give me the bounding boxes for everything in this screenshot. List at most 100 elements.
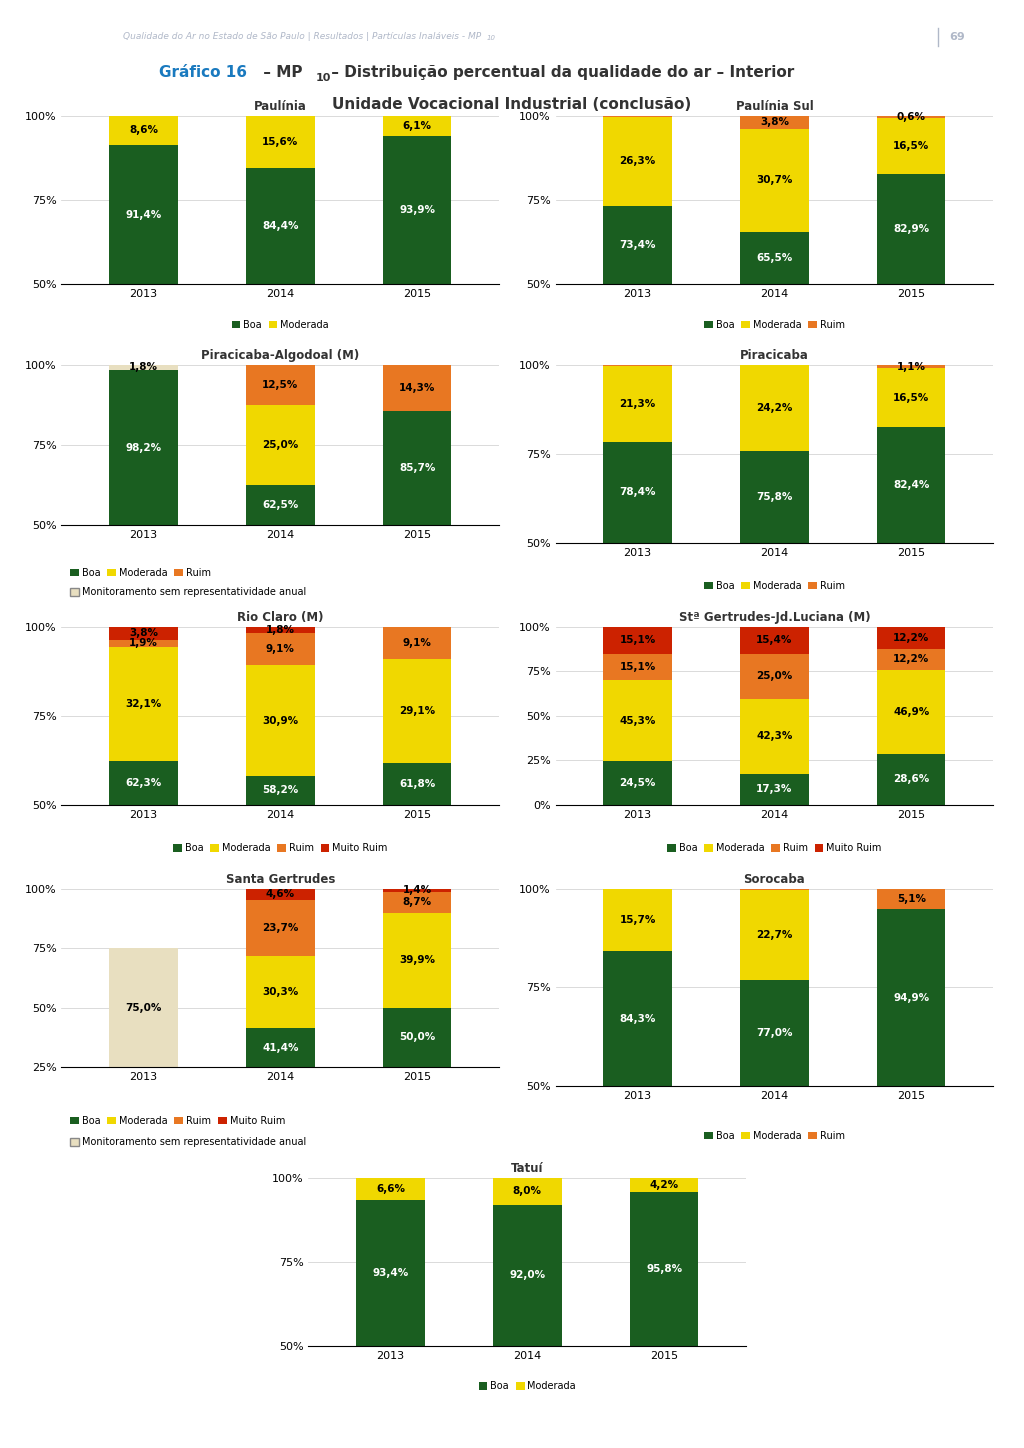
- Text: 41,4%: 41,4%: [262, 1043, 299, 1053]
- Bar: [630, 1177, 698, 1192]
- Text: Unidade Vocacional Industrial (conclusão): Unidade Vocacional Industrial (conclusão…: [333, 97, 691, 111]
- Bar: [383, 116, 452, 136]
- Bar: [877, 627, 945, 649]
- Bar: [383, 763, 452, 983]
- Bar: [603, 442, 672, 721]
- Text: 75,8%: 75,8%: [756, 492, 793, 502]
- Text: 1,8%: 1,8%: [129, 362, 158, 372]
- Bar: [740, 891, 809, 980]
- Bar: [356, 1200, 425, 1448]
- Text: Qualidade do Ar no Estado de São Paulo | Resultados | Partículas Inaláveis - MP: Qualidade do Ar no Estado de São Paulo |…: [123, 32, 481, 41]
- Bar: [740, 980, 809, 1284]
- Bar: [740, 775, 809, 805]
- Bar: [877, 427, 945, 721]
- Text: 30,7%: 30,7%: [756, 175, 793, 185]
- Text: 94,9%: 94,9%: [893, 992, 929, 1002]
- Text: 25,0%: 25,0%: [757, 672, 793, 682]
- Bar: [383, 136, 452, 453]
- Bar: [740, 365, 809, 450]
- Text: 95,8%: 95,8%: [646, 1264, 682, 1274]
- Bar: [383, 912, 452, 1008]
- Bar: [603, 117, 672, 206]
- Bar: [383, 627, 452, 659]
- Text: 46,9%: 46,9%: [893, 707, 930, 717]
- Text: 84,3%: 84,3%: [620, 1014, 655, 1024]
- Text: 39,9%: 39,9%: [399, 956, 435, 966]
- Bar: [877, 670, 945, 754]
- Text: 92,0%: 92,0%: [509, 1270, 546, 1280]
- Bar: [740, 698, 809, 775]
- Bar: [383, 889, 452, 892]
- Bar: [877, 365, 945, 368]
- Bar: [246, 365, 314, 405]
- Bar: [110, 371, 178, 686]
- Text: 10: 10: [486, 35, 496, 42]
- Bar: [383, 365, 452, 411]
- Bar: [246, 405, 314, 485]
- Bar: [877, 117, 945, 174]
- Bar: [603, 681, 672, 762]
- Text: 24,5%: 24,5%: [620, 778, 655, 788]
- Bar: [110, 647, 178, 762]
- Text: 61,8%: 61,8%: [399, 779, 435, 789]
- Bar: [740, 654, 809, 698]
- Text: 30,9%: 30,9%: [262, 715, 298, 725]
- Text: 73,4%: 73,4%: [620, 240, 655, 251]
- Text: 30,3%: 30,3%: [262, 988, 298, 998]
- Text: 1,8%: 1,8%: [266, 626, 295, 634]
- Title: Tatuí: Tatuí: [511, 1163, 544, 1174]
- Text: 16,5%: 16,5%: [893, 392, 930, 403]
- Legend: Boa, Moderada, Ruim: Boa, Moderada, Ruim: [700, 316, 849, 333]
- Text: 16,5%: 16,5%: [893, 140, 930, 151]
- Bar: [877, 754, 945, 805]
- Text: 8,7%: 8,7%: [402, 898, 432, 908]
- Bar: [740, 627, 809, 654]
- Bar: [246, 889, 314, 899]
- Text: 1,1%: 1,1%: [897, 362, 926, 372]
- Text: 29,1%: 29,1%: [399, 707, 435, 715]
- Bar: [246, 956, 314, 1028]
- Legend: Boa, Moderada, Ruim, Muito Ruim: Boa, Moderada, Ruim, Muito Ruim: [169, 840, 391, 857]
- Text: 10: 10: [315, 74, 331, 83]
- Title: Santa Gertrudes: Santa Gertrudes: [225, 873, 335, 886]
- Bar: [246, 627, 314, 633]
- Text: 3,8%: 3,8%: [760, 117, 788, 127]
- Bar: [603, 951, 672, 1284]
- Bar: [110, 640, 178, 647]
- Bar: [740, 116, 809, 129]
- Bar: [603, 206, 672, 453]
- Title: Piracicaba-Algodoal (M): Piracicaba-Algodoal (M): [201, 349, 359, 362]
- Text: 45,3%: 45,3%: [620, 715, 655, 725]
- Text: 6,1%: 6,1%: [402, 122, 432, 132]
- Bar: [877, 116, 945, 117]
- Text: 14,3%: 14,3%: [399, 382, 435, 392]
- Bar: [110, 365, 178, 371]
- Bar: [110, 116, 178, 145]
- Bar: [383, 659, 452, 763]
- Legend: Boa, Moderada: Boa, Moderada: [475, 1377, 580, 1396]
- Bar: [246, 1028, 314, 1127]
- Bar: [877, 368, 945, 427]
- Text: 42,3%: 42,3%: [756, 731, 793, 741]
- Title: Rio Claro (M): Rio Claro (M): [238, 611, 324, 624]
- Text: 12,2%: 12,2%: [893, 633, 930, 643]
- Text: 1,9%: 1,9%: [129, 639, 158, 649]
- Text: 8,0%: 8,0%: [513, 1186, 542, 1196]
- Title: Paulínia Sul: Paulínia Sul: [735, 100, 813, 113]
- Title: Sorocaba: Sorocaba: [743, 873, 805, 886]
- Bar: [246, 485, 314, 686]
- Bar: [246, 776, 314, 983]
- Text: 82,4%: 82,4%: [893, 481, 930, 489]
- Text: 6,6%: 6,6%: [376, 1183, 406, 1193]
- Bar: [877, 174, 945, 453]
- Bar: [877, 649, 945, 670]
- Text: 12,5%: 12,5%: [262, 379, 298, 390]
- Text: 22,7%: 22,7%: [756, 930, 793, 940]
- Title: Paulínia: Paulínia: [254, 100, 307, 113]
- Title: Stª Gertrudes-Jd.Luciana (M): Stª Gertrudes-Jd.Luciana (M): [679, 611, 870, 624]
- Bar: [246, 116, 314, 168]
- Text: 25,0%: 25,0%: [262, 440, 298, 450]
- Text: 58,2%: 58,2%: [262, 785, 298, 795]
- Text: 3,8%: 3,8%: [129, 628, 158, 639]
- Text: 50,0%: 50,0%: [399, 1032, 435, 1043]
